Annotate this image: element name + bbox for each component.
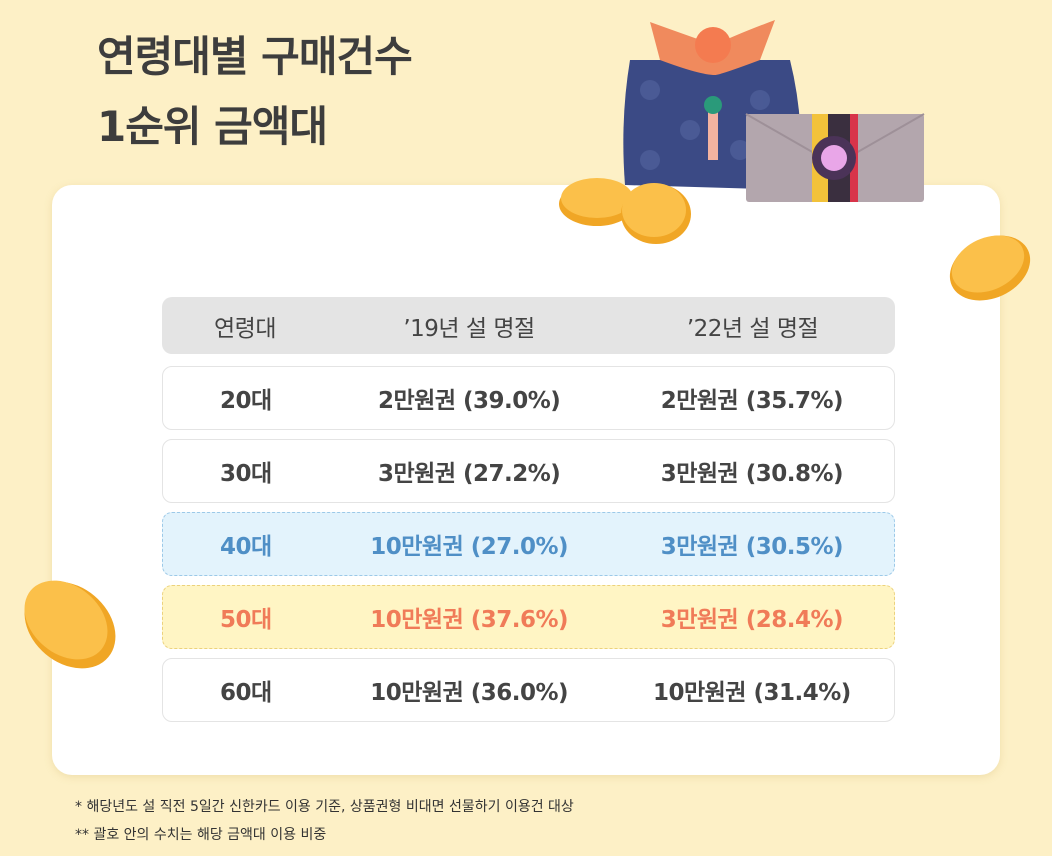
table: 연령대 ’19년 설 명절 ’22년 설 명절 20대 2만원권 (39.0%)… xyxy=(162,297,895,731)
cell: 60대 xyxy=(219,680,272,706)
cell: 2만원권 (35.7%) xyxy=(660,388,844,414)
footnotes: * 해당년도 설 직전 5일간 신한카드 이용 기준, 상품권형 비대면 선물하… xyxy=(75,793,574,849)
table-header: 연령대 ’19년 설 명절 ’22년 설 명절 xyxy=(162,297,895,354)
title-line: 1순위 금액대 xyxy=(97,102,328,151)
table-row: 40대 10만원권 (27.0%) 3만원권 (30.5%) xyxy=(162,512,895,576)
table-row: 50대 10만원권 (37.6%) 3만원권 (28.4%) xyxy=(162,585,895,649)
cell: 20대 xyxy=(219,388,272,414)
header-cell: 연령대 xyxy=(214,315,276,342)
cell: 3만원권 (28.4%) xyxy=(660,607,844,633)
cell: 10만원권 (27.0%) xyxy=(370,534,569,560)
cell: 10만원권 (31.4%) xyxy=(652,680,851,706)
title-line: 연령대별 구매건수 xyxy=(97,32,413,81)
header-cell: ’22년 설 명절 xyxy=(686,315,819,342)
table-row: 30대 3만원권 (27.2%) 3만원권 (30.8%) xyxy=(162,439,895,503)
cell: 10만원권 (36.0%) xyxy=(370,680,569,706)
table-row: 20대 2만원권 (39.0%) 2만원권 (35.7%) xyxy=(162,366,895,430)
cell: 30대 xyxy=(219,461,272,487)
cell: 10만원권 (37.6%) xyxy=(370,607,569,633)
footnote: * 해당년도 설 직전 5일간 신한카드 이용 기준, 상품권형 비대면 선물하… xyxy=(75,799,574,815)
card xyxy=(52,185,1000,775)
footnote: ** 괄호 안의 수치는 해당 금액대 이용 비중 xyxy=(75,827,327,843)
table-row: 60대 10만원권 (36.0%) 10만원권 (31.4%) xyxy=(162,658,895,722)
cell: 3만원권 (30.5%) xyxy=(660,534,844,560)
cell: 3만원권 (30.8%) xyxy=(660,461,844,487)
title: 연령대별 구매건수 1순위 금액대 xyxy=(97,22,413,162)
cell: 3만원권 (27.2%) xyxy=(378,461,561,487)
header-cell: ’19년 설 명절 xyxy=(403,315,535,342)
cell: 2만원권 (39.0%) xyxy=(378,388,561,414)
cell: 40대 xyxy=(219,534,272,560)
cell: 50대 xyxy=(219,607,272,633)
